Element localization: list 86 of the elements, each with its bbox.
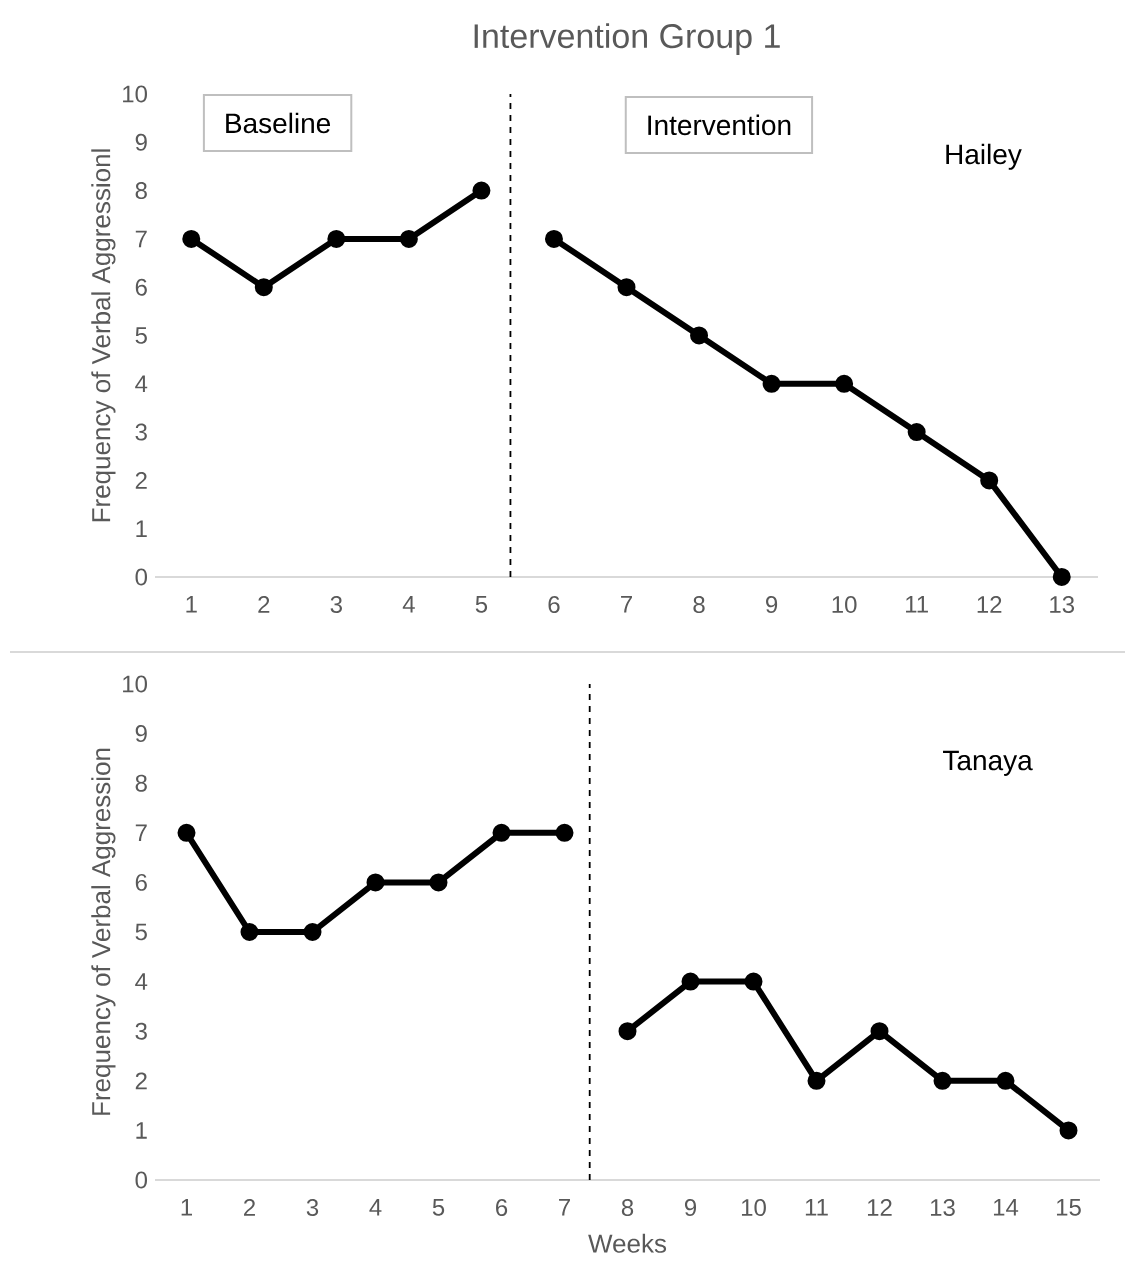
y-tick-label: 2 <box>135 472 147 489</box>
y-tick-label: 10 <box>123 85 147 103</box>
x-tick-label: 4 <box>402 596 415 613</box>
annotation: Hailey <box>946 143 1022 170</box>
x-tick-label: 9 <box>684 1199 697 1217</box>
x-tick-label: 8 <box>621 1199 634 1217</box>
x-tick-label: 11 <box>906 596 928 613</box>
y-tick-label: 8 <box>135 182 147 200</box>
y-tick-label: 2 <box>135 1072 147 1090</box>
x-tick-label: 4 <box>369 1199 382 1216</box>
point <box>681 972 700 991</box>
point <box>807 1071 826 1090</box>
x-tick-label: 5 <box>475 596 488 613</box>
x-tick-label: 1 <box>186 596 197 613</box>
x-tick-label: 5 <box>432 1199 445 1216</box>
x-tick-label: 10 <box>832 596 857 614</box>
y-tick-label: 9 <box>135 725 147 743</box>
x-axis-title: Weeks <box>588 1233 667 1253</box>
point <box>492 823 511 842</box>
y-tick-label: 4 <box>135 973 148 990</box>
point <box>555 823 574 842</box>
annotation: Intervention <box>648 114 791 136</box>
x-tick-label: 12 <box>977 596 1002 613</box>
y-tick-label: 5 <box>135 923 147 941</box>
x-tick-label: 13 <box>1050 596 1075 614</box>
point <box>870 1022 889 1041</box>
x-tick-label: 1 <box>181 1199 192 1216</box>
y-tick-label: 0 <box>135 568 148 586</box>
x-tick-label: 6 <box>548 596 560 614</box>
y-tick-label: 0 <box>135 1171 148 1189</box>
y-axis-title: Frequency of Verbal Aggressionl <box>91 149 116 522</box>
x-tick-label: 7 <box>621 596 632 613</box>
point <box>744 972 763 991</box>
x-tick-label: 13 <box>930 1199 955 1217</box>
point <box>1052 567 1071 586</box>
point <box>254 278 273 297</box>
y-tick-label: 5 <box>135 327 147 344</box>
x-tick-label: 2 <box>244 1199 255 1216</box>
y-tick-label: 8 <box>135 774 147 792</box>
x-tick-label: 2 <box>258 596 270 613</box>
y-tick-label: 7 <box>135 824 147 842</box>
x-tick-label: 3 <box>330 596 342 614</box>
x-tick-label: 8 <box>693 596 705 614</box>
point <box>182 229 201 248</box>
point <box>933 1071 952 1090</box>
chart-title: Intervention Group 1 <box>474 23 780 55</box>
point <box>980 471 999 490</box>
y-axis-title: Frequency of Verbal Aggression <box>91 748 116 1115</box>
x-tick-label: 7 <box>559 1199 570 1216</box>
point <box>1059 1121 1078 1140</box>
y-tick-label: 4 <box>135 375 148 393</box>
point <box>690 326 709 345</box>
point <box>617 278 636 297</box>
x-tick-label: 9 <box>766 596 778 614</box>
y-tick-label: 3 <box>135 1022 147 1040</box>
point <box>240 922 259 941</box>
y-tick-label: 1 <box>136 520 147 537</box>
y-tick-label: 9 <box>135 133 147 151</box>
point <box>303 922 322 941</box>
y-tick-label: 6 <box>135 278 147 296</box>
point <box>835 374 854 393</box>
x-tick-label: 15 <box>1056 1199 1081 1216</box>
point <box>996 1071 1015 1090</box>
y-tick-label: 10 <box>123 675 147 693</box>
annotation: Tanaya <box>943 750 1033 776</box>
x-tick-label: 6 <box>496 1199 508 1217</box>
x-tick-label: 12 <box>867 1199 892 1216</box>
x-tick-label: 11 <box>805 1199 828 1216</box>
point <box>399 229 418 248</box>
point <box>907 423 926 442</box>
y-tick-label: 6 <box>135 873 147 891</box>
point <box>544 229 563 248</box>
point <box>472 181 491 200</box>
point <box>762 374 781 393</box>
annotation: Baseline <box>226 112 331 134</box>
point <box>327 229 346 248</box>
y-tick-label: 7 <box>135 230 147 248</box>
x-tick-label: 10 <box>741 1199 766 1217</box>
point <box>429 873 448 892</box>
x-tick-label: 14 <box>993 1199 1019 1216</box>
point <box>618 1022 637 1041</box>
x-tick-label: 3 <box>306 1199 319 1217</box>
y-tick-label: 1 <box>136 1122 147 1139</box>
point <box>177 823 196 842</box>
point <box>366 873 385 892</box>
y-tick-label: 3 <box>135 423 147 441</box>
